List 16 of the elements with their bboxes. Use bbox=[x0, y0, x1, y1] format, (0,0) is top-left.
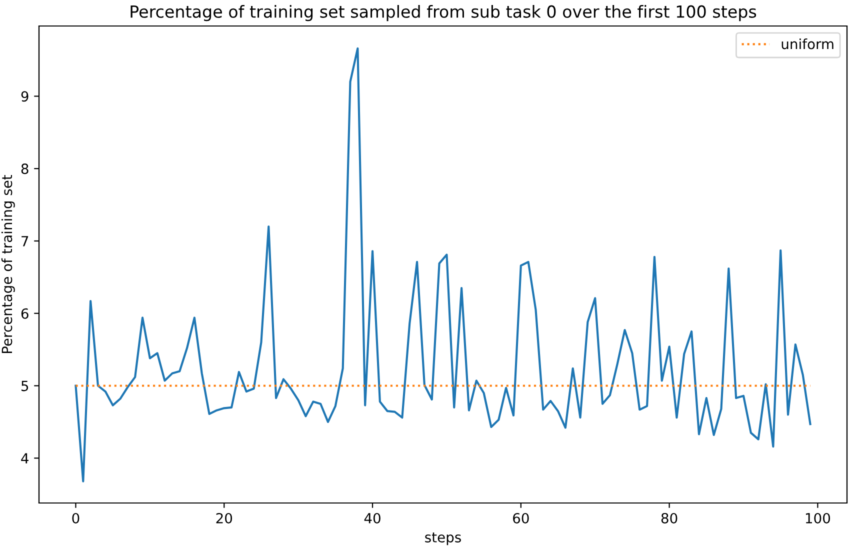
legend-label: uniform bbox=[782, 38, 834, 50]
x-tick-label: 0 bbox=[72, 512, 80, 524]
x-tick-label: 100 bbox=[806, 512, 830, 524]
y-tick-label: 6 bbox=[21, 308, 28, 319]
y-tick-label: 9 bbox=[21, 91, 28, 102]
x-tick-label: 60 bbox=[513, 512, 529, 524]
y-tick-label: 8 bbox=[21, 164, 28, 174]
y-tick-label: 4 bbox=[21, 453, 28, 464]
x-axis-title: steps bbox=[425, 532, 461, 546]
x-tick-label: 40 bbox=[364, 512, 380, 524]
x-tick-label: 20 bbox=[216, 512, 232, 524]
y-tick-label: 7 bbox=[22, 236, 28, 246]
y-axis-title: Percentage of training set bbox=[1, 174, 15, 354]
y-tick-label: 5 bbox=[22, 380, 28, 392]
chart-title: Percentage of training set sampled from sub task 0 over the first 100 steps bbox=[130, 5, 756, 22]
x-tick-label: 80 bbox=[661, 512, 678, 524]
